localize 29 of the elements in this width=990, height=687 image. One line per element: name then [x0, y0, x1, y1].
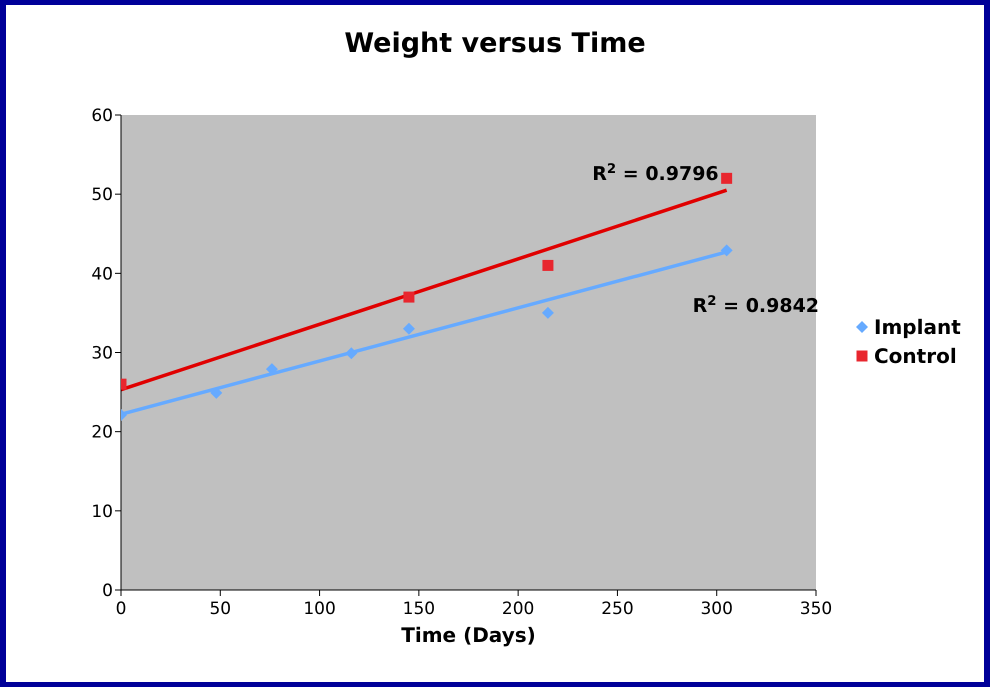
point	[403, 292, 414, 303]
y-tick-label: 10	[91, 502, 113, 522]
x-tick-label: 250	[601, 599, 634, 620]
y-tick-label: 0	[102, 581, 113, 602]
point	[345, 347, 358, 360]
x-tick-label: 100	[303, 599, 336, 620]
point	[720, 244, 733, 256]
annotation: R$^{2}$ = 0.9842	[692, 293, 820, 317]
point	[402, 322, 415, 335]
x-tick-label: 0	[116, 599, 126, 620]
legend-label: Control	[874, 344, 957, 368]
y-tick-label: 40	[91, 264, 113, 284]
y-tick-label: 30	[91, 344, 113, 364]
y-tick-label: 50	[91, 185, 113, 206]
chart-title: Weight versus Time	[343, 28, 647, 59]
point	[542, 260, 554, 271]
x-tick-label: 350	[800, 599, 832, 620]
y-tick-label: 20	[91, 422, 113, 443]
x-tick-label: 150	[402, 599, 436, 620]
x-tick-label: 50	[209, 599, 232, 620]
legend-label: Implant	[874, 315, 961, 339]
annotation: R$^{2}$ = 0.9796	[592, 162, 719, 186]
point	[721, 172, 732, 184]
x-tick-label: 300	[700, 599, 733, 620]
x-axis-title: Time (Days)	[401, 623, 536, 647]
y-tick-label: 60	[91, 106, 113, 126]
point	[542, 306, 554, 319]
point	[210, 386, 222, 399]
x-tick-label: 200	[502, 599, 534, 620]
